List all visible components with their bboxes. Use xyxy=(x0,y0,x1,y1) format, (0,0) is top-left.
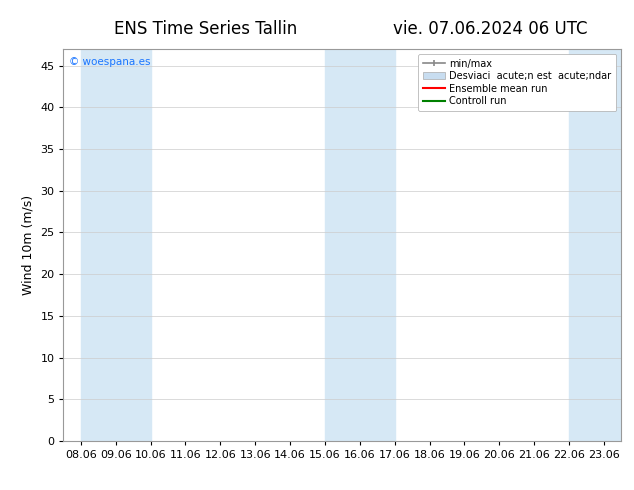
Bar xyxy=(325,49,394,441)
Text: vie. 07.06.2024 06 UTC: vie. 07.06.2024 06 UTC xyxy=(393,20,588,38)
Text: © woespana.es: © woespana.es xyxy=(69,57,150,67)
Bar xyxy=(569,49,621,441)
Bar xyxy=(81,49,150,441)
Y-axis label: Wind 10m (m/s): Wind 10m (m/s) xyxy=(22,195,35,295)
Legend: min/max, Desviaci  acute;n est  acute;ndar, Ensemble mean run, Controll run: min/max, Desviaci acute;n est acute;ndar… xyxy=(418,54,616,111)
Text: ENS Time Series Tallin: ENS Time Series Tallin xyxy=(114,20,297,38)
